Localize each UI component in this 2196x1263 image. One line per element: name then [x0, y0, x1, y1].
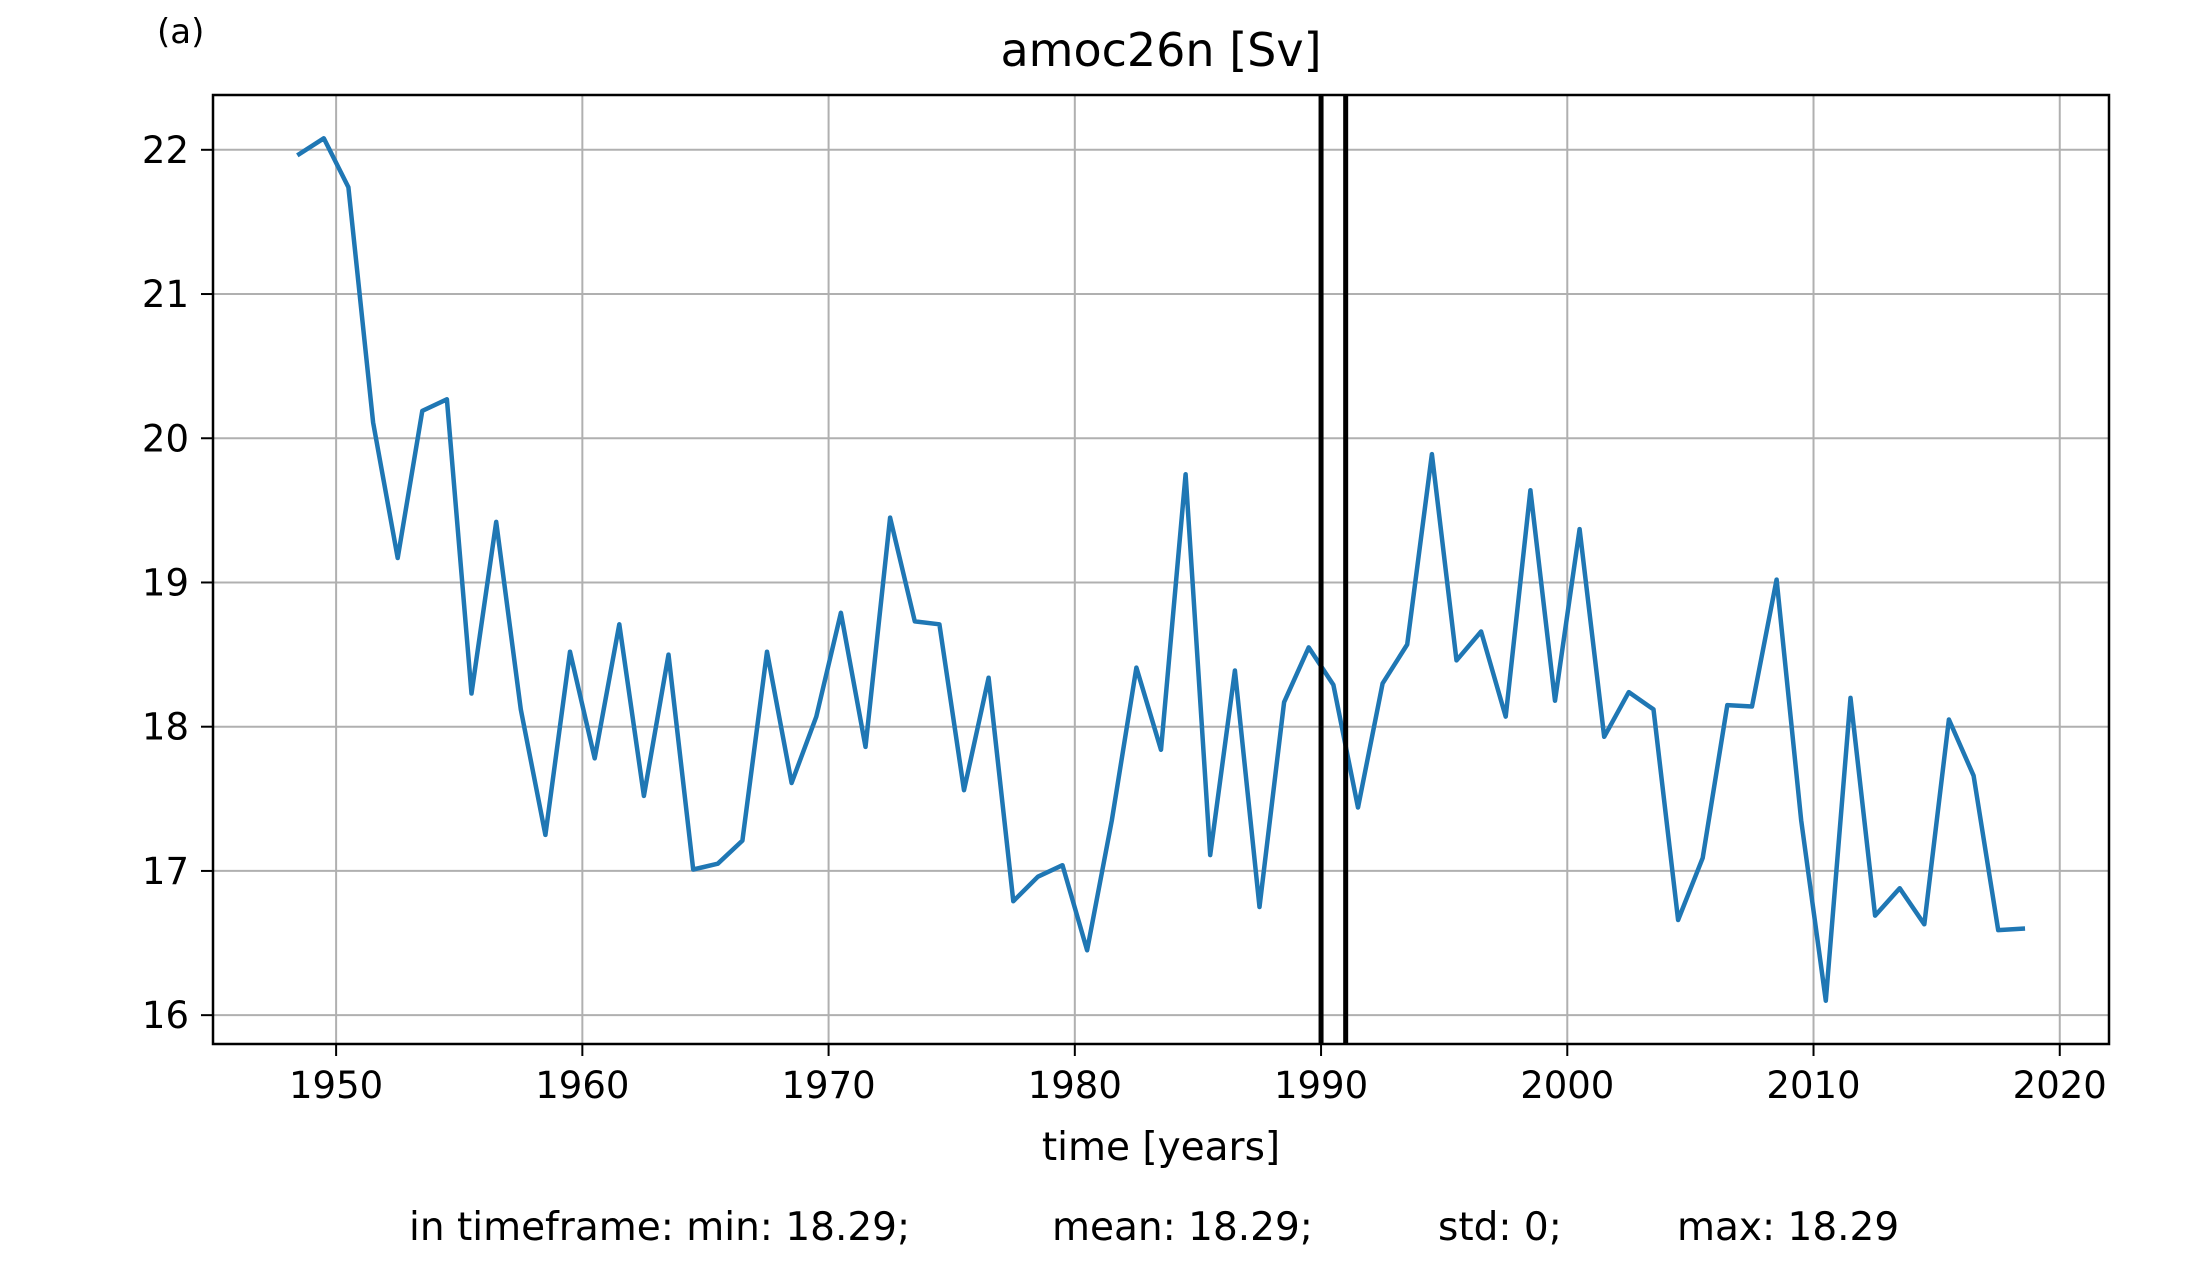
x-tick-label: 1980: [1028, 1064, 1122, 1107]
reference-lines: [1318, 95, 1349, 1044]
x-tick-label: 1950: [289, 1064, 383, 1107]
y-tick-label: 18: [142, 706, 189, 749]
grid: [213, 95, 2109, 1044]
x-tick-label: 2010: [1766, 1064, 1860, 1107]
y-tick-label: 16: [142, 994, 189, 1037]
x-axis-label: time [years]: [1042, 1125, 1280, 1170]
y-tick-label: 20: [142, 417, 189, 460]
plot-frame: [211, 93, 2111, 1046]
x-tick-label: 2020: [2013, 1064, 2107, 1107]
chart-title: amoc26n [Sv]: [1000, 23, 1321, 77]
x-tick-label: 1990: [1274, 1064, 1368, 1107]
series-line: [296, 136, 2026, 1003]
series-layer: [296, 136, 2026, 1003]
stat-std: std: 0;: [1438, 1205, 1562, 1250]
stat-mean: mean: 18.29;: [1052, 1205, 1313, 1250]
y-tick-label: 17: [142, 850, 189, 893]
x-tick-label: 1960: [535, 1064, 629, 1107]
y-tick-label: 21: [142, 273, 189, 316]
x-tick-label: 2000: [1520, 1064, 1614, 1107]
axis-ticks: 1950 1960 1970 1980 1990 2000 2010 2020 16 17 18 19…: [142, 129, 2107, 1107]
x-tick-label: 1970: [781, 1064, 875, 1107]
y-tick-label: 19: [142, 561, 189, 604]
y-tick-label: 22: [142, 129, 189, 172]
stat-max: max: 18.29: [1677, 1205, 1900, 1250]
stat-min: in timeframe: min: 18.29;: [409, 1205, 911, 1250]
panel-label: (a): [157, 12, 205, 52]
